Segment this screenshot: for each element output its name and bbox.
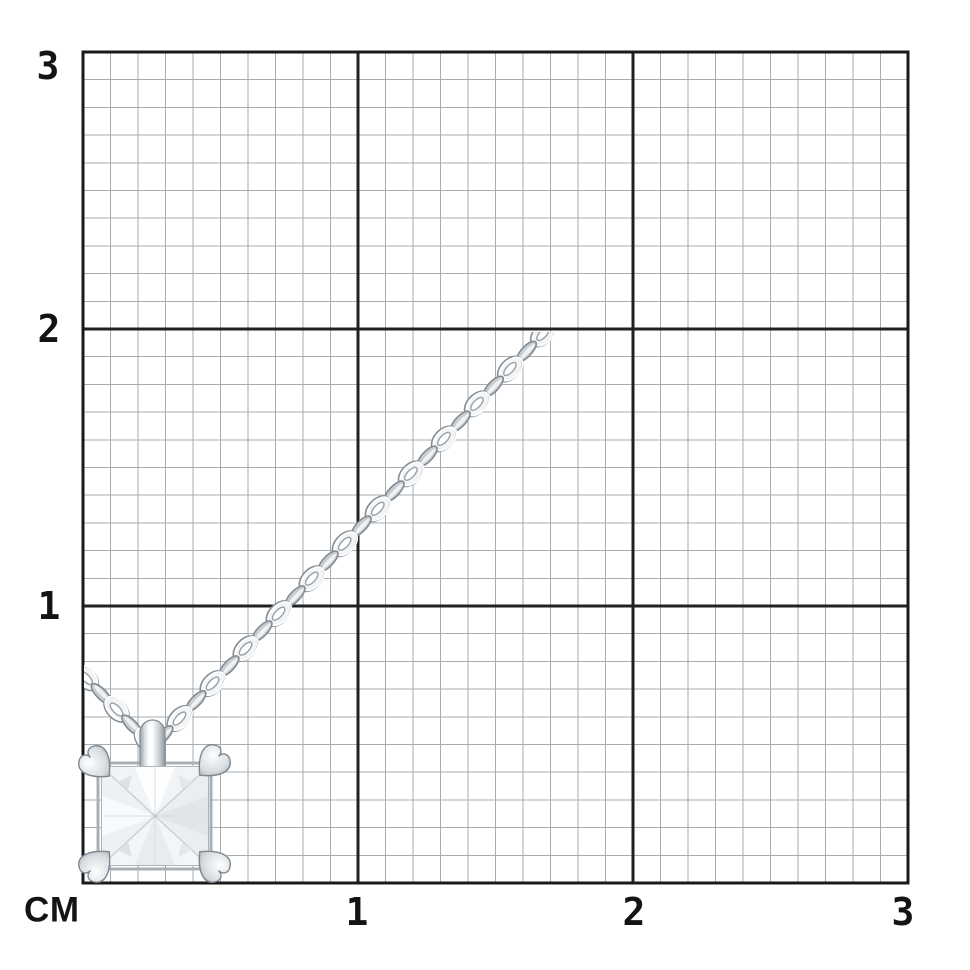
grid-major-lines: [83, 52, 908, 883]
y-axis-tick-2: 2: [37, 307, 61, 351]
cable-chain: [84, 332, 557, 755]
unit-label-cm: СМ: [24, 890, 80, 930]
grid-border: [81, 50, 910, 885]
y-axis-tick-3: 3: [36, 44, 60, 88]
grid-minor-lines: [83, 52, 908, 883]
y-axis-tick-1: 1: [37, 584, 61, 628]
x-axis-tick-2: 2: [622, 890, 646, 934]
bail: [139, 719, 166, 777]
x-axis-tick-1: 1: [345, 890, 369, 934]
pendant-necklace: [73, 332, 557, 888]
princess-cut-stone: [101, 766, 209, 866]
x-axis-tick-3: 3: [891, 890, 915, 934]
